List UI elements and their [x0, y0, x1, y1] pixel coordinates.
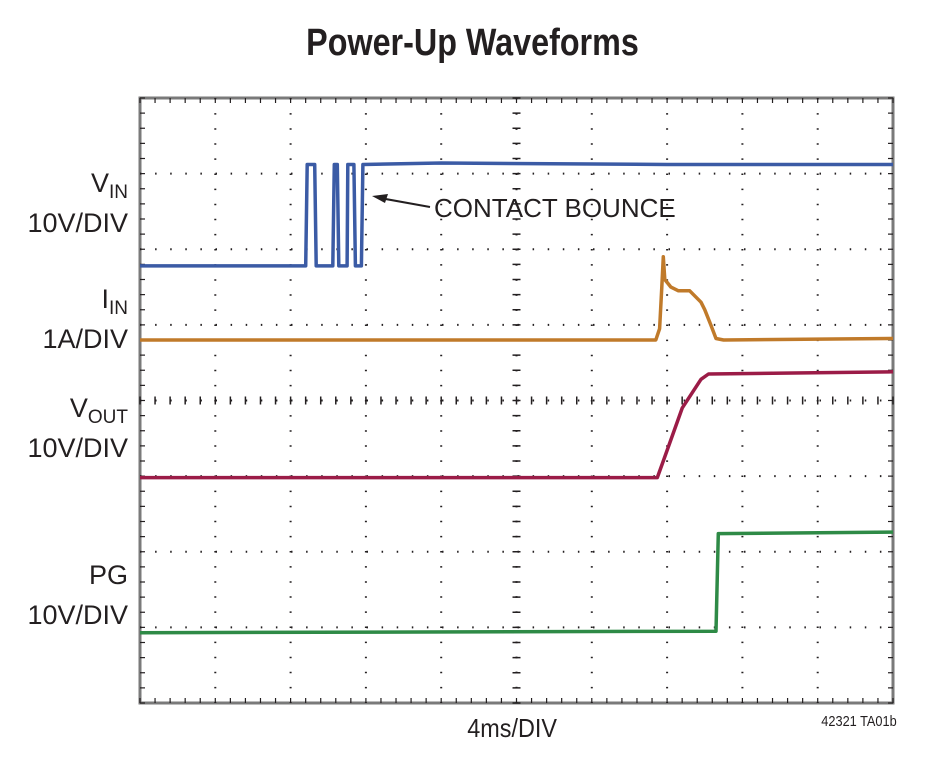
- annotation-arrow-line: [379, 197, 431, 208]
- annotation-group: CONTACT BOUNCE: [372, 193, 676, 223]
- trace-vin: [140, 161, 893, 268]
- trace-iin: [140, 255, 894, 342]
- x-axis-label: 4ms/DIV: [467, 713, 557, 743]
- trace-vout: [140, 370, 894, 480]
- channel-label-iin: IIN 1A/DIV: [42, 284, 128, 354]
- grid: [138, 96, 895, 705]
- channel-label-vin: VIN 10V/DIV: [27, 168, 128, 238]
- chart-title: Power-Up Waveforms: [306, 22, 639, 64]
- figure-id: 42321 TA01b: [821, 713, 897, 730]
- annotation-contact-bounce: CONTACT BOUNCE: [434, 193, 676, 223]
- channel-label-vout: VOUT 10V/DIV: [27, 393, 128, 463]
- annotation-arrowhead: [372, 194, 388, 203]
- traces: [139, 161, 894, 635]
- channel-label-pg: PG 10V/DIV: [27, 560, 128, 630]
- trace-pg: [139, 530, 894, 635]
